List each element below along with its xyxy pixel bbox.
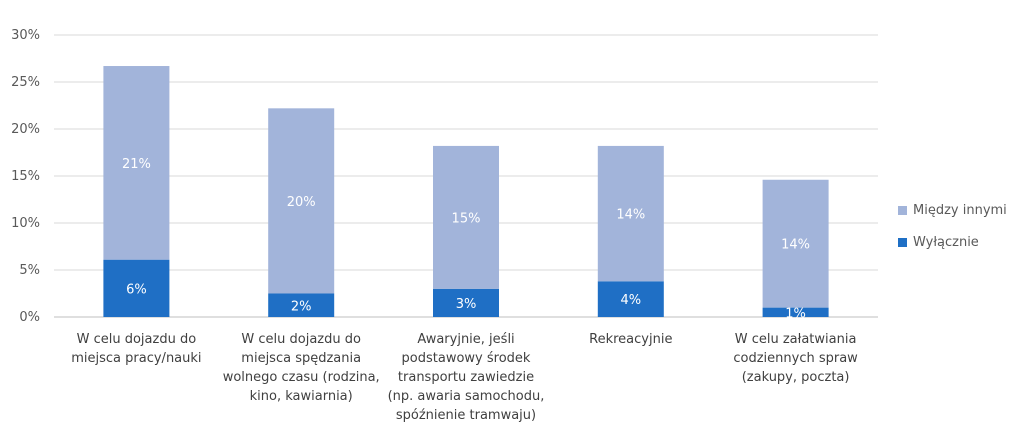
y-tick-label: 30% (11, 28, 40, 43)
bar-segment-miedzy-innymi (103, 66, 170, 260)
y-axis: 0% 5% 10% 15% 20% 25% 30% (11, 28, 40, 325)
legend-swatch-wylacznie (898, 238, 907, 247)
x-category-label: W celu dojazdu do miejsca pracy/nauki (71, 332, 201, 366)
data-label: 21% (122, 157, 151, 172)
legend-label-miedzy-innymi: Między innymi (913, 203, 1007, 218)
bar-segment-wylacznie (433, 288, 499, 317)
y-tick-label: 20% (11, 122, 40, 137)
y-tick-label: 10% (11, 216, 40, 231)
x-category-label: Rekreacyjnie (589, 332, 672, 347)
bar-segment-wylacznie (762, 307, 829, 317)
legend-item-wylacznie: Wyłącznie (898, 234, 1007, 251)
x-category-label: W celu załatwiania codziennych spraw (zaku… (733, 332, 858, 385)
data-label: 6% (126, 282, 147, 297)
legend-swatch-miedzy-innymi (898, 206, 907, 215)
y-tick-label: 15% (11, 169, 40, 184)
bars: 6% 21% 2% 20% 3% 15% 4% 14% 1% 14% (103, 66, 829, 321)
bar-segment-wylacznie (268, 293, 335, 317)
data-label: 2% (291, 299, 312, 314)
bar-segment-miedzy-innymi (597, 145, 664, 282)
data-label: 1% (785, 306, 806, 321)
data-label: 20% (287, 195, 316, 210)
y-tick-label: 0% (19, 310, 40, 325)
legend-item-miedzy-innymi: Między innymi (898, 202, 1007, 219)
x-category-label: Awaryjnie, jeśli podstawowy środek transpo… (388, 332, 545, 423)
data-label: 14% (616, 208, 645, 223)
bar-segment-wylacznie (103, 259, 170, 317)
y-tick-label: 5% (19, 263, 40, 278)
bar-segment-miedzy-innymi (433, 145, 499, 289)
data-label: 15% (452, 211, 481, 226)
legend: Między innymi Wyłącznie (898, 202, 1007, 266)
data-label: 14% (781, 238, 810, 253)
bar-segment-miedzy-innymi (762, 179, 829, 308)
x-category-label: W celu dojazdu do miejsca spędzania wolneg… (223, 332, 380, 404)
x-axis: W celu dojazdu do miejsca pracy/nauki W ce… (71, 332, 858, 423)
y-tick-label: 25% (11, 75, 40, 90)
legend-label-wylacznie: Wyłącznie (913, 235, 979, 250)
data-label: 3% (456, 297, 477, 312)
data-label: 4% (620, 293, 641, 308)
bar-segment-miedzy-innymi (268, 108, 335, 294)
bar-segment-wylacznie (597, 281, 664, 317)
